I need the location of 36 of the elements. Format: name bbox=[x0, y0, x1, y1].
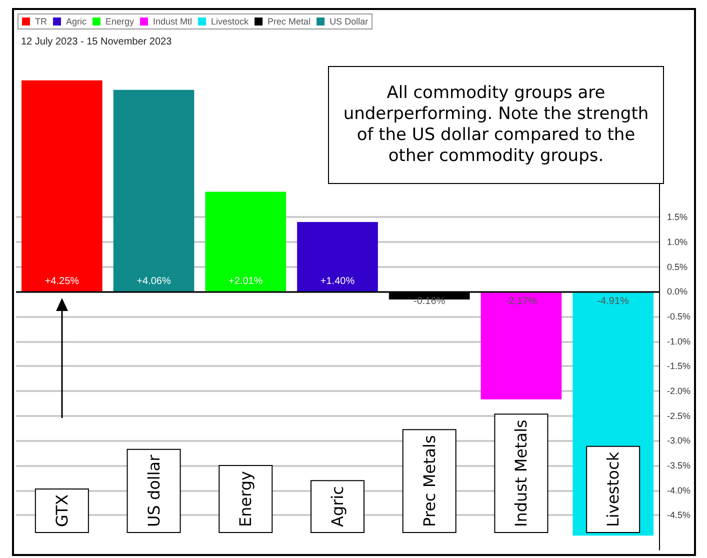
legend-label: TR bbox=[35, 16, 48, 26]
data-label: -2.17% bbox=[505, 296, 538, 308]
x-tick-label: Agric bbox=[328, 486, 347, 527]
x-tick-label: Energy bbox=[236, 470, 256, 527]
legend-label: Livestock bbox=[211, 16, 250, 26]
y-tick-label: -4.5% bbox=[667, 510, 691, 520]
x-tick-label: GTX bbox=[52, 494, 72, 527]
data-label: -4.91% bbox=[597, 296, 630, 308]
data-label: -0.16% bbox=[414, 296, 446, 308]
x-tick-label: US dollar bbox=[144, 454, 164, 527]
data-label: +1.40% bbox=[320, 276, 355, 288]
legend-label: US Dollar bbox=[330, 16, 368, 26]
y-tick-label: -2.0% bbox=[667, 386, 691, 396]
y-tick-label: 1.5% bbox=[667, 212, 688, 222]
legend-label: Energy bbox=[106, 16, 135, 26]
y-tick-label: 1.0% bbox=[667, 236, 688, 247]
x-tick-label: Indust Metals bbox=[512, 420, 531, 527]
y-tick-label: -0.5% bbox=[667, 311, 691, 322]
y-tick-label: 0.0% bbox=[667, 286, 688, 297]
y-tick-label: -3.0% bbox=[667, 436, 691, 446]
data-label: +4.06% bbox=[136, 276, 171, 288]
data-label: +4.25% bbox=[44, 276, 80, 288]
legend-label: Agric bbox=[66, 16, 87, 26]
y-tick-label: -4.0% bbox=[667, 485, 691, 496]
legend-label: Prec Metal bbox=[268, 16, 311, 26]
x-tick-label: Livestock bbox=[604, 451, 623, 527]
annotation: All commodity groups are underperforming. Note the strength of the US dollar compared to the other commodity groups. bbox=[328, 66, 664, 184]
y-tick-label: -1.0% bbox=[667, 336, 691, 346]
y-tick-label: -2.5% bbox=[667, 410, 691, 421]
y-tick-label: -1.5% bbox=[667, 361, 691, 372]
legend-label: Indust Mtl bbox=[153, 16, 192, 26]
y-tick-label: 0.5% bbox=[667, 262, 688, 272]
x-tick-label: Prec Metals bbox=[420, 435, 439, 527]
data-label: +2.01% bbox=[228, 276, 263, 288]
chart-subtitle: 12 July 2023 - 15 November 2023 bbox=[21, 36, 172, 48]
y-tick-label: -3.5% bbox=[667, 460, 691, 471]
